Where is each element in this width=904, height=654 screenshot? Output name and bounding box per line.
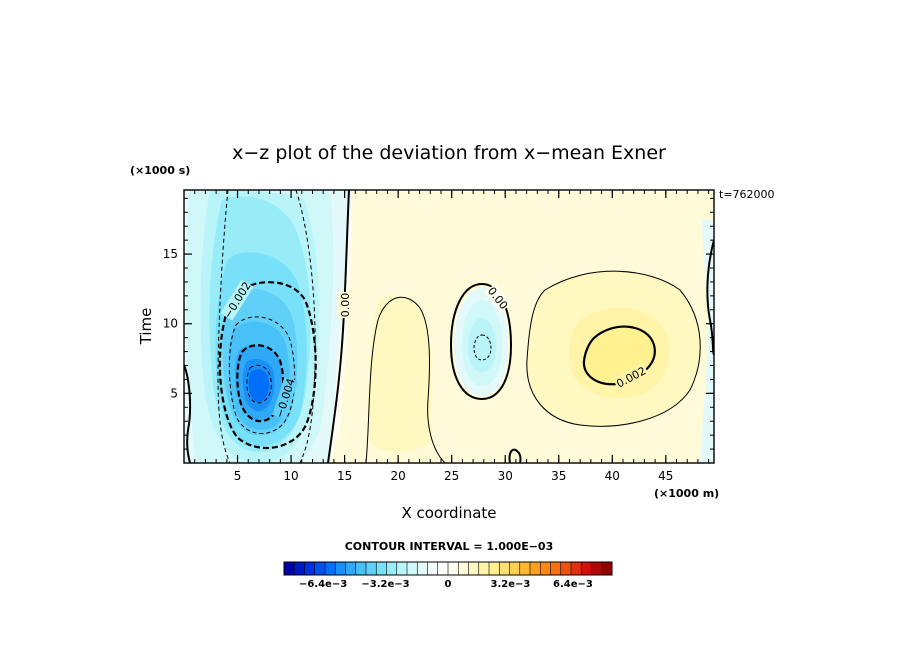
colorbar-swatch xyxy=(345,562,357,575)
colorbar-swatch xyxy=(304,562,316,575)
colorbar-swatch xyxy=(489,562,500,575)
x-tick-label: 15 xyxy=(337,469,352,483)
y-tick-label: 5 xyxy=(170,386,178,400)
x-tick-label: 20 xyxy=(391,469,406,483)
zero-contour-left-edge xyxy=(184,364,192,463)
colorbar-swatch xyxy=(591,562,603,575)
colorbar-swatch xyxy=(376,562,387,575)
colorbar-swatch xyxy=(601,562,613,575)
x-tick-label: 35 xyxy=(551,469,566,483)
zero-contour-main xyxy=(327,190,350,463)
colorbar-swatch xyxy=(396,562,408,575)
colorbar-swatch xyxy=(448,562,459,575)
colorbar-swatch xyxy=(478,562,490,575)
colorbar-swatch xyxy=(519,562,531,575)
colorbar-swatch xyxy=(427,562,439,575)
chart-title: x−z plot of the deviation from x−mean Ex… xyxy=(232,142,666,164)
colorbar-swatch xyxy=(386,562,398,575)
colorbar-swatch xyxy=(458,562,469,575)
colorbar-swatch xyxy=(417,562,428,575)
contour-lines xyxy=(184,190,714,463)
colorbar-tick-label: 0 xyxy=(445,579,452,590)
neg-contour-005 xyxy=(246,364,272,404)
neg-contour-002 xyxy=(218,281,317,450)
colorbar-swatch xyxy=(560,562,572,575)
colorbar-swatch xyxy=(355,562,367,575)
colorbar-tick-label: −3.2e−3 xyxy=(361,579,409,590)
colorbar-swatch xyxy=(550,562,562,575)
cold-core-fill xyxy=(248,369,270,403)
x-tick-label: 45 xyxy=(658,469,673,483)
pos-contour-lobe-1 xyxy=(365,296,446,463)
warm-lobe-fill-1 xyxy=(367,296,432,452)
colorbar-swatch xyxy=(335,562,346,575)
y-tick-label: 15 xyxy=(163,247,178,261)
colorbar-swatch xyxy=(499,562,510,575)
zero-contour-oval xyxy=(449,282,513,401)
y-unit-label: (×1000 s) xyxy=(130,164,190,177)
colorbar-swatch xyxy=(407,562,418,575)
y-tick-label: 10 xyxy=(163,317,178,331)
pos-contour-lobe-2 xyxy=(526,270,701,427)
zero-contour-right-edge xyxy=(706,239,714,356)
x-tick-label: 25 xyxy=(444,469,459,483)
colorbar xyxy=(283,561,613,576)
cold-oval-fill-3 xyxy=(468,318,496,372)
colorbar-swatch xyxy=(571,562,582,575)
contour-label-zero-1: 0.00 xyxy=(339,293,352,318)
colorbar-tick-label: 6.4e−3 xyxy=(553,579,593,590)
colorbar-swatch xyxy=(581,562,592,575)
colorbar-swatch xyxy=(325,562,336,575)
zero-contour-small xyxy=(508,448,522,463)
colorbar-swatch xyxy=(284,562,295,575)
filled-contours xyxy=(184,190,714,463)
x-tick-label: 5 xyxy=(234,469,242,483)
y-axis-title: Time xyxy=(137,308,155,346)
colorbar-tick-label: −6.4e−3 xyxy=(299,579,347,590)
neg-contour-outer-left xyxy=(217,190,231,463)
x-axis-title: X coordinate xyxy=(401,504,496,522)
colorbar-swatch xyxy=(294,562,305,575)
colorbar-labels: −6.4e−3 −3.2e−3 0 3.2e−3 6.4e−3 xyxy=(299,579,593,590)
colorbar-swatch xyxy=(530,562,541,575)
neg-contour-outer-right xyxy=(295,190,316,463)
right-edge-cold-fill xyxy=(700,220,714,463)
neg-contour-oval-inner xyxy=(473,334,492,361)
x-tick-label: 40 xyxy=(605,469,620,483)
colorbar-swatch xyxy=(540,562,551,575)
colorbar-tick-label: 3.2e−3 xyxy=(491,579,531,590)
colorbar-swatch xyxy=(509,562,521,575)
colorbar-frame xyxy=(283,561,613,576)
colorbar-swatch xyxy=(366,562,377,575)
colorbar-swatch xyxy=(437,562,449,575)
x-tick-label: 30 xyxy=(498,469,513,483)
time-annotation: t=762000 xyxy=(719,188,775,201)
contour-interval-label: CONTOUR INTERVAL = 1.000E−03 xyxy=(345,540,554,553)
colorbar-swatch xyxy=(314,562,326,575)
x-tick-label: 10 xyxy=(283,469,298,483)
colorbar-swatch xyxy=(468,562,480,575)
x-unit-label: (×1000 m) xyxy=(654,487,719,500)
axes: 5 10 15 20 25 30 35 40 45 5 10 15 xyxy=(163,190,714,483)
plot-frame xyxy=(183,189,715,464)
